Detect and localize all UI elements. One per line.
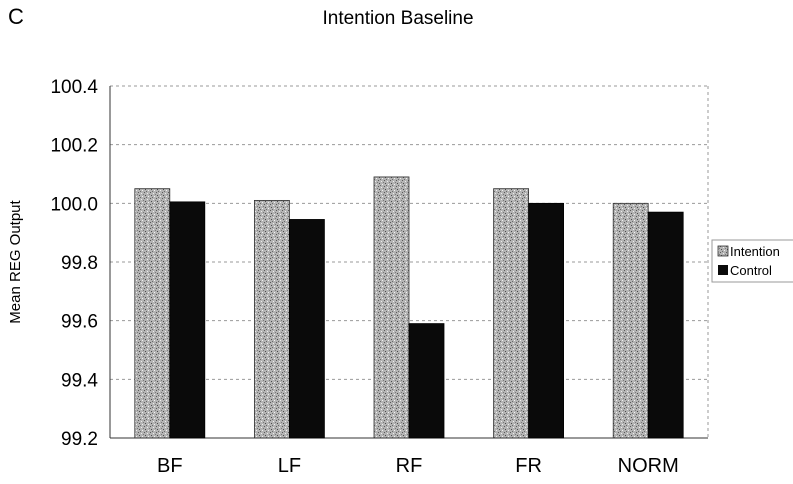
x-tick-label: NORM xyxy=(618,455,679,477)
bar-intention-rf xyxy=(373,176,410,439)
y-axis-title: Mean REG Output xyxy=(7,199,24,323)
bar-control-bf xyxy=(169,201,206,439)
x-tick-label: LF xyxy=(278,455,301,477)
legend-label-control: Control xyxy=(730,263,772,278)
legend-swatch-control xyxy=(718,265,728,275)
y-tick-label: 99.8 xyxy=(61,253,98,274)
legend-swatch-intention xyxy=(717,245,729,257)
y-tick-label: 100.4 xyxy=(50,77,98,98)
bar-intention-bf xyxy=(134,188,171,439)
x-tick-label: BF xyxy=(157,455,183,477)
y-tick-label: 100.0 xyxy=(50,194,98,215)
bar-control-rf xyxy=(408,323,445,439)
x-tick-label: FR xyxy=(515,455,542,477)
bar-control-lf xyxy=(288,219,325,439)
y-tick-labels: 99.2 99.4 99.6 99.8 100.0 100.2 100.4 xyxy=(50,77,98,450)
gridlines xyxy=(110,85,708,380)
x-tick-label: RF xyxy=(396,455,423,477)
y-tick-label: 99.4 xyxy=(61,370,98,391)
y-tick-label: 99.6 xyxy=(61,312,98,333)
legend: Intention Control xyxy=(711,239,793,283)
chart-title: Intention Baseline xyxy=(322,8,473,29)
y-tick-label: 99.2 xyxy=(61,429,98,450)
bar-intention-lf xyxy=(253,199,290,439)
x-tick-labels: BF LF RF FR NORM xyxy=(157,455,679,477)
bar-intention-norm xyxy=(612,202,649,439)
bars xyxy=(134,176,684,439)
y-tick-label: 100.2 xyxy=(50,136,98,157)
legend-label-intention: Intention xyxy=(730,244,780,259)
bar-intention-fr xyxy=(493,188,530,439)
panel-letter: C xyxy=(8,4,24,29)
bar-control-fr xyxy=(528,202,564,439)
bar-control-norm xyxy=(647,211,684,439)
